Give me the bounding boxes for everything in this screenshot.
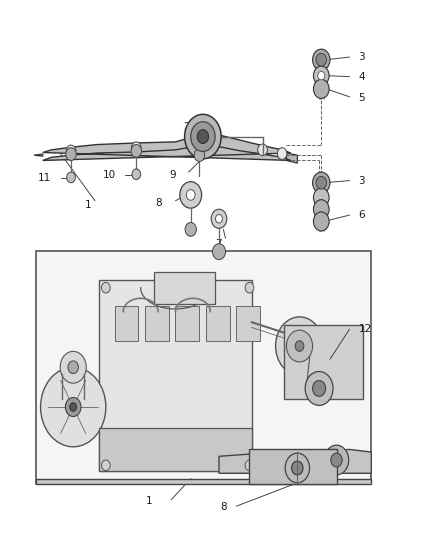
Circle shape (131, 142, 141, 154)
Circle shape (314, 212, 329, 231)
Circle shape (185, 222, 196, 236)
FancyBboxPatch shape (36, 251, 371, 484)
Circle shape (245, 282, 254, 293)
Polygon shape (219, 449, 371, 473)
Circle shape (258, 144, 267, 156)
Circle shape (191, 122, 215, 151)
Polygon shape (34, 154, 43, 156)
Text: 11: 11 (38, 173, 52, 183)
Circle shape (331, 453, 342, 467)
Polygon shape (286, 153, 297, 163)
FancyBboxPatch shape (237, 306, 260, 341)
Circle shape (66, 148, 76, 160)
Circle shape (314, 200, 329, 219)
Text: 1: 1 (146, 496, 153, 506)
FancyBboxPatch shape (176, 306, 199, 341)
FancyBboxPatch shape (250, 449, 336, 484)
Circle shape (314, 79, 329, 99)
Circle shape (313, 49, 330, 70)
Circle shape (277, 148, 287, 159)
Text: 5: 5 (358, 93, 365, 103)
FancyBboxPatch shape (115, 306, 138, 341)
Circle shape (313, 172, 330, 193)
Text: 3: 3 (358, 52, 365, 62)
Circle shape (316, 176, 326, 189)
Circle shape (41, 367, 106, 447)
Circle shape (102, 460, 110, 471)
Polygon shape (36, 479, 371, 484)
Text: 9: 9 (169, 171, 176, 180)
Circle shape (215, 215, 223, 223)
Circle shape (292, 461, 303, 475)
Circle shape (131, 144, 141, 157)
Text: 8: 8 (155, 198, 161, 208)
Circle shape (245, 460, 254, 471)
Text: 4: 4 (358, 72, 365, 82)
Text: 1: 1 (85, 200, 92, 210)
FancyBboxPatch shape (154, 272, 215, 304)
Circle shape (305, 372, 333, 406)
Circle shape (212, 244, 226, 260)
Circle shape (70, 403, 77, 411)
Text: 7: 7 (215, 239, 222, 249)
FancyBboxPatch shape (99, 280, 252, 471)
Circle shape (285, 453, 310, 483)
Circle shape (65, 398, 81, 417)
Circle shape (68, 361, 78, 374)
FancyBboxPatch shape (284, 325, 363, 399)
Text: 13: 13 (297, 345, 311, 356)
Circle shape (60, 351, 86, 383)
Text: 3: 3 (358, 175, 365, 185)
Circle shape (324, 445, 349, 475)
Circle shape (316, 53, 326, 66)
Text: 8: 8 (220, 502, 226, 512)
Circle shape (295, 341, 304, 351)
Circle shape (102, 282, 110, 293)
Circle shape (194, 149, 205, 161)
Text: 2: 2 (183, 122, 190, 132)
Circle shape (180, 182, 201, 208)
Circle shape (185, 114, 221, 159)
Circle shape (132, 169, 141, 180)
Circle shape (286, 330, 313, 362)
Polygon shape (43, 133, 291, 160)
Circle shape (314, 188, 329, 207)
Text: 6: 6 (358, 210, 365, 220)
Circle shape (66, 145, 76, 157)
Circle shape (67, 172, 75, 183)
Circle shape (211, 209, 227, 228)
Circle shape (313, 381, 325, 397)
Text: 12: 12 (359, 324, 372, 334)
FancyBboxPatch shape (99, 428, 252, 471)
Circle shape (197, 130, 208, 143)
FancyBboxPatch shape (145, 306, 169, 341)
Circle shape (276, 317, 323, 375)
Circle shape (186, 190, 195, 200)
Text: 10: 10 (103, 171, 116, 180)
FancyBboxPatch shape (206, 306, 230, 341)
Circle shape (314, 66, 329, 85)
Circle shape (318, 71, 325, 80)
